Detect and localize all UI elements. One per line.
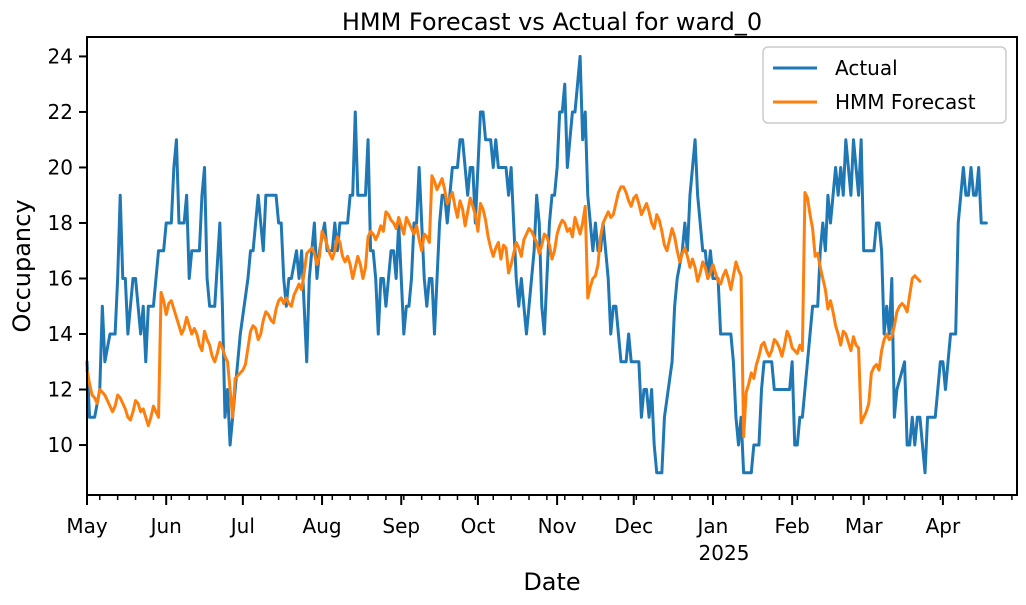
- x-axis-ticks: May Jun Jul Aug Sep Oct Nov Dec Jan Feb Mar Apr: [66, 495, 1013, 538]
- y-tick-label: 12: [48, 378, 73, 402]
- x-tick-label: May: [66, 514, 108, 538]
- y-tick-label: 16: [48, 266, 73, 290]
- series-line-actual: [85, 54, 988, 475]
- x-tick-label: Jul: [229, 514, 255, 538]
- x-tick-label: Oct: [461, 514, 496, 538]
- x-tick-label: Jun: [149, 514, 182, 538]
- x-tick-label: Feb: [774, 514, 809, 538]
- x-tick-label: Aug: [303, 514, 342, 538]
- chart-title: HMM Forecast vs Actual for ward_0: [342, 8, 762, 36]
- legend-box: [762, 46, 1007, 124]
- x-tick-label: Apr: [926, 514, 961, 538]
- x-tick-label: Jan: [696, 514, 729, 538]
- y-tick-label: 20: [48, 155, 73, 179]
- legend-label-actual: Actual: [835, 56, 898, 80]
- y-tick-label: 14: [48, 322, 73, 346]
- series-line-hmm-forecast: [85, 174, 922, 439]
- legend: Actual HMM Forecast: [762, 46, 1007, 124]
- x-year-label: 2025: [699, 541, 750, 565]
- y-axis-ticks: 10 12 14 16 18 20 22 24: [48, 44, 87, 457]
- x-tick-label: Sep: [382, 514, 420, 538]
- y-axis-label: Occupancy: [8, 199, 36, 332]
- legend-label-hmm-forecast: HMM Forecast: [835, 90, 976, 114]
- plot-frame: [86, 36, 1018, 496]
- x-tick-label: Nov: [538, 514, 577, 538]
- x-tick-label: Dec: [614, 514, 653, 538]
- series-lines: [85, 54, 988, 475]
- x-tick-label: Mar: [845, 514, 884, 538]
- y-tick-label: 10: [48, 433, 73, 457]
- y-tick-label: 22: [48, 100, 73, 124]
- x-axis-label: Date: [523, 568, 580, 596]
- y-tick-label: 18: [48, 211, 73, 235]
- y-tick-label: 24: [48, 44, 73, 68]
